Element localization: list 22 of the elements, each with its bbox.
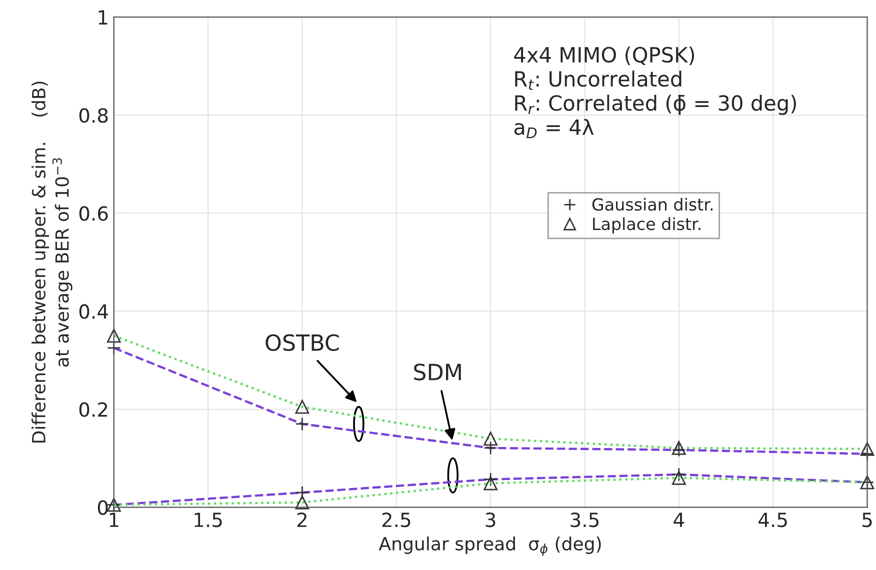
x-tick-label: 2 [297, 512, 306, 527]
y-tick-label: 0.2 [79, 402, 108, 417]
x-tick-label: 3.5 [570, 512, 598, 528]
y-tick-label: 0.8 [79, 108, 108, 123]
y-tick-label: 0 [98, 500, 108, 515]
y-tick-label: 0.4 [79, 304, 108, 319]
legend-label: Laplace distr. [593, 217, 700, 234]
legend-label: Gaussian distr. [592, 198, 712, 211]
x-tick-label: 4.5 [758, 512, 787, 528]
x-tick-label: 4 [674, 512, 684, 527]
x-tick-label: 1.5 [194, 512, 222, 528]
x-axis-title: Angular spread σ$_{ϕ}$ (deg) [378, 536, 601, 556]
x-tick-label: 5 [862, 512, 872, 528]
x-tick-label: 2.5 [382, 512, 410, 528]
y-tick-label: 1 [98, 10, 108, 24]
annotation: OSTBC [266, 334, 339, 352]
y-tick-label: 0.6 [79, 206, 108, 221]
annotation: SDM [414, 364, 461, 380]
text: 4x4 MIMO (QPSK) R$_{t}$: Uncorrelated R$_{r}$: Correlated (ϕ̄ = 30 deg) a$_{D}$ = 4λ [514, 46, 796, 138]
x-tick-label: 1 [110, 512, 118, 527]
y-axis-title: Difference between upper. & sim. (dB) at average BER of 10$^{−3}$ [32, 82, 72, 442]
x-tick-label: 3 [486, 512, 496, 528]
